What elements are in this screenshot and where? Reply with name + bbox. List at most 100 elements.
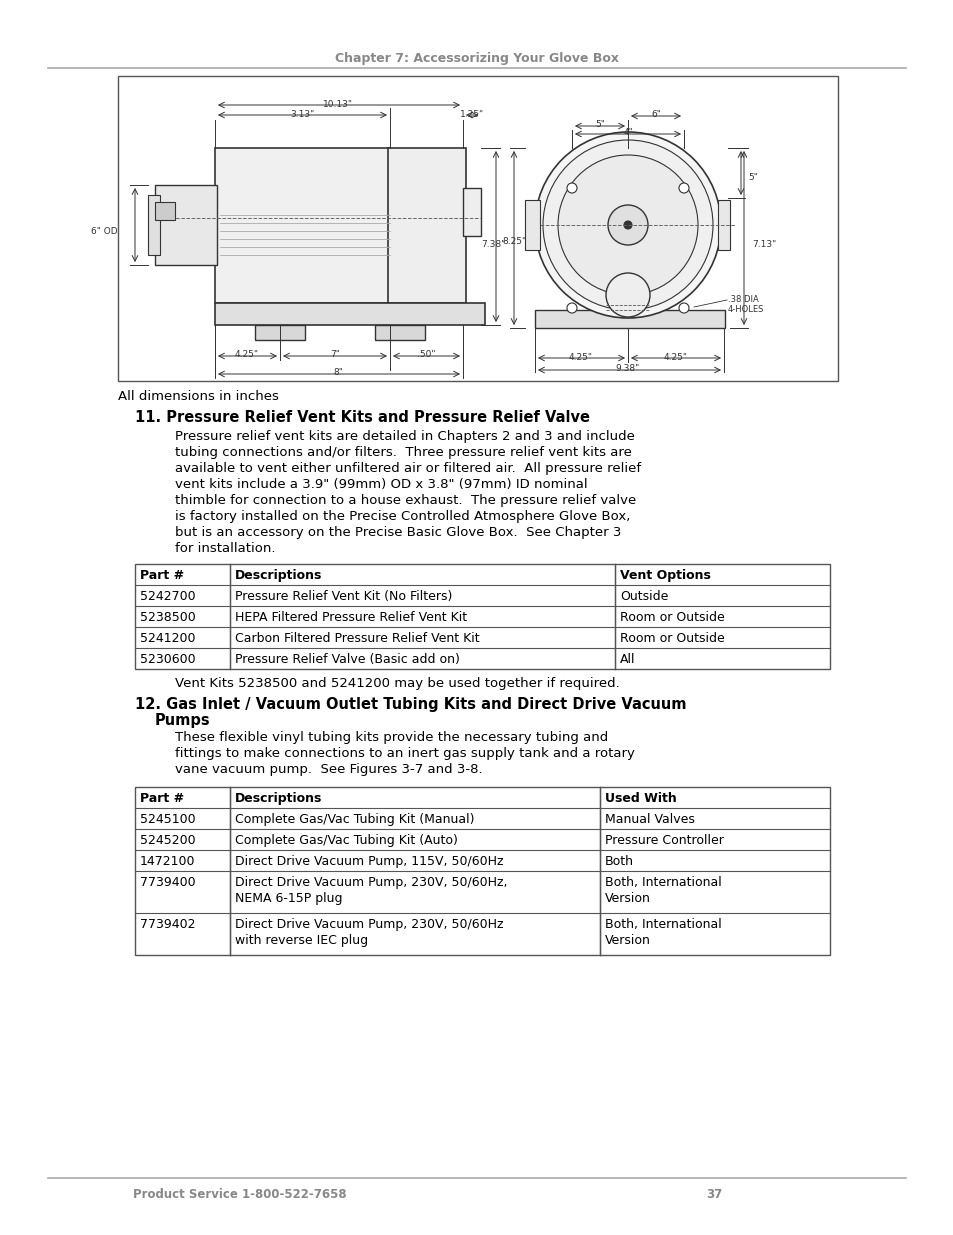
Bar bbox=[135, 787, 829, 808]
Text: 5242700: 5242700 bbox=[140, 590, 195, 603]
Text: Room or Outside: Room or Outside bbox=[619, 632, 724, 645]
Text: for installation.: for installation. bbox=[174, 542, 275, 555]
Text: Pressure relief vent kits are detailed in Chapters 2 and 3 and include: Pressure relief vent kits are detailed i… bbox=[174, 430, 634, 443]
Text: 5": 5" bbox=[747, 173, 757, 182]
Text: .50": .50" bbox=[416, 350, 435, 359]
Text: vane vacuum pump.  See Figures 3-7 and 3-8.: vane vacuum pump. See Figures 3-7 and 3-… bbox=[174, 763, 482, 776]
Text: 10.13": 10.13" bbox=[323, 100, 353, 109]
Bar bbox=[135, 564, 829, 669]
Bar bbox=[214, 148, 390, 303]
Text: Complete Gas/Vac Tubing Kit (Auto): Complete Gas/Vac Tubing Kit (Auto) bbox=[234, 834, 457, 847]
Text: Used With: Used With bbox=[604, 792, 676, 805]
Bar bbox=[462, 188, 480, 236]
Bar bbox=[524, 200, 539, 249]
Bar bbox=[718, 200, 729, 249]
Text: 8.25": 8.25" bbox=[501, 237, 525, 246]
Text: 7.13": 7.13" bbox=[751, 240, 776, 249]
Text: Part #: Part # bbox=[140, 792, 184, 805]
Text: Version: Version bbox=[604, 934, 650, 947]
Bar bbox=[148, 195, 160, 254]
Text: 4.25": 4.25" bbox=[663, 353, 687, 362]
Circle shape bbox=[566, 183, 577, 193]
Text: 4.25": 4.25" bbox=[234, 350, 258, 359]
Text: All dimensions in inches: All dimensions in inches bbox=[118, 390, 278, 403]
Text: 6": 6" bbox=[650, 110, 660, 119]
Bar bbox=[154, 203, 174, 220]
Circle shape bbox=[566, 303, 577, 312]
Text: available to vent either unfiltered air or filtered air.  All pressure relief: available to vent either unfiltered air … bbox=[174, 462, 640, 475]
Text: Direct Drive Vacuum Pump, 230V, 50/60Hz,: Direct Drive Vacuum Pump, 230V, 50/60Hz, bbox=[234, 876, 507, 889]
Text: 7": 7" bbox=[330, 350, 339, 359]
Text: Pressure Relief Valve (Basic add on): Pressure Relief Valve (Basic add on) bbox=[234, 653, 459, 666]
Bar bbox=[135, 787, 829, 955]
Text: Descriptions: Descriptions bbox=[234, 569, 322, 582]
Text: Both, International: Both, International bbox=[604, 876, 721, 889]
Circle shape bbox=[607, 205, 647, 245]
Text: thimble for connection to a house exhaust.  The pressure relief valve: thimble for connection to a house exhaus… bbox=[174, 494, 636, 508]
Text: Manual Valves: Manual Valves bbox=[604, 813, 694, 826]
Text: 11. Pressure Relief Vent Kits and Pressure Relief Valve: 11. Pressure Relief Vent Kits and Pressu… bbox=[135, 410, 589, 425]
Circle shape bbox=[542, 140, 712, 310]
Text: Room or Outside: Room or Outside bbox=[619, 611, 724, 624]
Text: vent kits include a 3.9" (99mm) OD x 3.8" (97mm) ID nominal: vent kits include a 3.9" (99mm) OD x 3.8… bbox=[174, 478, 587, 492]
Text: .38 DIA: .38 DIA bbox=[727, 295, 758, 304]
Text: Chapter 7: Accessorizing Your Glove Box: Chapter 7: Accessorizing Your Glove Box bbox=[335, 52, 618, 65]
Text: 37: 37 bbox=[705, 1188, 721, 1200]
Text: HEPA Filtered Pressure Relief Vent Kit: HEPA Filtered Pressure Relief Vent Kit bbox=[234, 611, 467, 624]
Bar bbox=[154, 185, 216, 266]
Text: Pressure Controller: Pressure Controller bbox=[604, 834, 723, 847]
Text: 8": 8" bbox=[333, 368, 342, 377]
Text: 12. Gas Inlet / Vacuum Outlet Tubing Kits and Direct Drive Vacuum: 12. Gas Inlet / Vacuum Outlet Tubing Kit… bbox=[135, 697, 686, 713]
Text: is factory installed on the Precise Controlled Atmosphere Glove Box,: is factory installed on the Precise Cont… bbox=[174, 510, 630, 522]
Circle shape bbox=[679, 303, 688, 312]
Bar bbox=[214, 303, 484, 325]
Circle shape bbox=[623, 221, 631, 228]
Text: 4-HOLES: 4-HOLES bbox=[727, 305, 763, 314]
Bar bbox=[135, 564, 829, 585]
Text: 4.25": 4.25" bbox=[568, 353, 593, 362]
Text: Both, International: Both, International bbox=[604, 918, 721, 931]
Text: 7739402: 7739402 bbox=[140, 918, 195, 931]
Text: All: All bbox=[619, 653, 635, 666]
Text: Carbon Filtered Pressure Relief Vent Kit: Carbon Filtered Pressure Relief Vent Kit bbox=[234, 632, 479, 645]
Text: NEMA 6-15P plug: NEMA 6-15P plug bbox=[234, 892, 342, 905]
Text: 7739400: 7739400 bbox=[140, 876, 195, 889]
Text: 5238500: 5238500 bbox=[140, 611, 195, 624]
Text: 6" OD: 6" OD bbox=[91, 227, 118, 236]
Text: Pressure Relief Vent Kit (No Filters): Pressure Relief Vent Kit (No Filters) bbox=[234, 590, 452, 603]
Text: Product Service 1-800-522-7658: Product Service 1-800-522-7658 bbox=[133, 1188, 347, 1200]
Text: 5245100: 5245100 bbox=[140, 813, 195, 826]
Bar bbox=[118, 77, 837, 382]
Text: Both: Both bbox=[604, 855, 634, 868]
Text: 5241200: 5241200 bbox=[140, 632, 195, 645]
Text: 5": 5" bbox=[595, 120, 604, 128]
Text: Complete Gas/Vac Tubing Kit (Manual): Complete Gas/Vac Tubing Kit (Manual) bbox=[234, 813, 474, 826]
Text: These flexible vinyl tubing kits provide the necessary tubing and: These flexible vinyl tubing kits provide… bbox=[174, 731, 608, 743]
Text: 7.38": 7.38" bbox=[480, 240, 504, 249]
Text: with reverse IEC plug: with reverse IEC plug bbox=[234, 934, 368, 947]
Text: Descriptions: Descriptions bbox=[234, 792, 322, 805]
Bar bbox=[254, 325, 305, 340]
Bar bbox=[535, 310, 724, 329]
Text: 5245200: 5245200 bbox=[140, 834, 195, 847]
Text: tubing connections and/or filters.  Three pressure relief vent kits are: tubing connections and/or filters. Three… bbox=[174, 446, 631, 459]
Bar bbox=[375, 325, 424, 340]
Bar bbox=[390, 178, 417, 224]
Text: but is an accessory on the Precise Basic Glove Box.  See Chapter 3: but is an accessory on the Precise Basic… bbox=[174, 526, 620, 538]
Text: Vent Kits 5238500 and 5241200 may be used together if required.: Vent Kits 5238500 and 5241200 may be use… bbox=[174, 677, 619, 690]
Text: Version: Version bbox=[604, 892, 650, 905]
Text: Outside: Outside bbox=[619, 590, 668, 603]
Text: 3.13": 3.13" bbox=[290, 110, 314, 119]
Text: 5230600: 5230600 bbox=[140, 653, 195, 666]
Text: 4": 4" bbox=[622, 128, 632, 137]
Bar bbox=[388, 148, 465, 303]
Text: 1.25": 1.25" bbox=[459, 110, 483, 119]
Text: 1472100: 1472100 bbox=[140, 855, 195, 868]
Text: Pumps: Pumps bbox=[154, 713, 211, 727]
Circle shape bbox=[558, 156, 698, 295]
Text: Direct Drive Vacuum Pump, 230V, 50/60Hz: Direct Drive Vacuum Pump, 230V, 50/60Hz bbox=[234, 918, 503, 931]
Text: Part #: Part # bbox=[140, 569, 184, 582]
Text: 9.38": 9.38" bbox=[616, 364, 639, 373]
Text: fittings to make connections to an inert gas supply tank and a rotary: fittings to make connections to an inert… bbox=[174, 747, 634, 760]
Circle shape bbox=[535, 132, 720, 317]
